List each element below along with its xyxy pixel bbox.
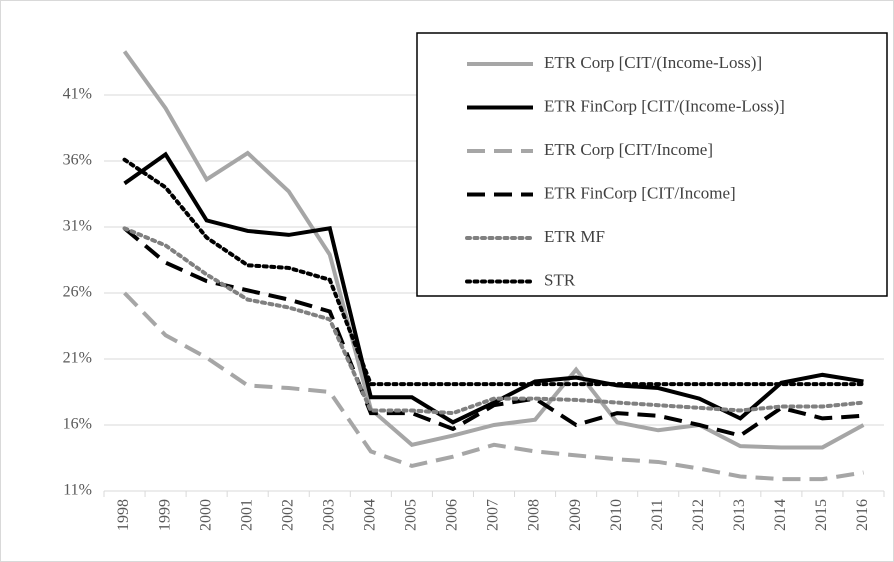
x-tick-label: 2003 [320,499,337,531]
y-tick-label: 41% [63,86,92,103]
x-tick-label: 2012 [690,499,707,531]
x-tick-label: 1998 [115,499,132,531]
series-line [122,157,866,387]
y-tick-label: 21% [63,350,92,367]
x-tick-label: 2015 [813,499,830,531]
x-tick-label: 2010 [608,499,625,531]
x-tick-label: 2014 [772,499,789,531]
x-tick-label: 2005 [403,499,420,531]
y-tick-label: 16% [63,416,92,433]
x-tick-label: 2016 [854,499,871,531]
y-tick-label: 36% [63,152,92,169]
x-tick-label: 2011 [649,499,666,530]
x-tick-label: 2004 [362,499,379,531]
legend-label: ETR Corp [CIT/Income] [544,140,713,159]
x-tick-label: 2006 [444,499,461,531]
series-line [122,50,865,450]
legend-box [416,32,888,297]
legend-label: ETR MF [544,227,605,246]
x-tick-label: 2000 [197,499,214,531]
series-line [123,226,864,438]
legend-label: ETR FinCorp [CIT/Income] [544,183,736,202]
legend-label: ETR FinCorp [CIT/(Income-Loss)] [544,96,785,115]
x-tick-label: 2013 [731,499,748,531]
y-tick-label: 11% [63,482,92,499]
series-line [123,151,864,425]
x-tick-label: 1999 [156,499,173,531]
legend-label: STR [544,270,576,289]
x-tick-label: 2008 [526,499,543,531]
series-line [122,226,866,416]
y-tick-label: 26% [63,284,92,301]
legend-label: ETR Corp [CIT/(Income-Loss)] [544,53,762,72]
x-tick-label: 2007 [485,499,502,531]
series-line [123,291,864,482]
x-tick-label: 2001 [238,499,255,531]
x-tick-label: 2009 [567,499,584,531]
y-tick-label: 31% [63,218,92,235]
x-tick-label: 2002 [279,499,296,531]
